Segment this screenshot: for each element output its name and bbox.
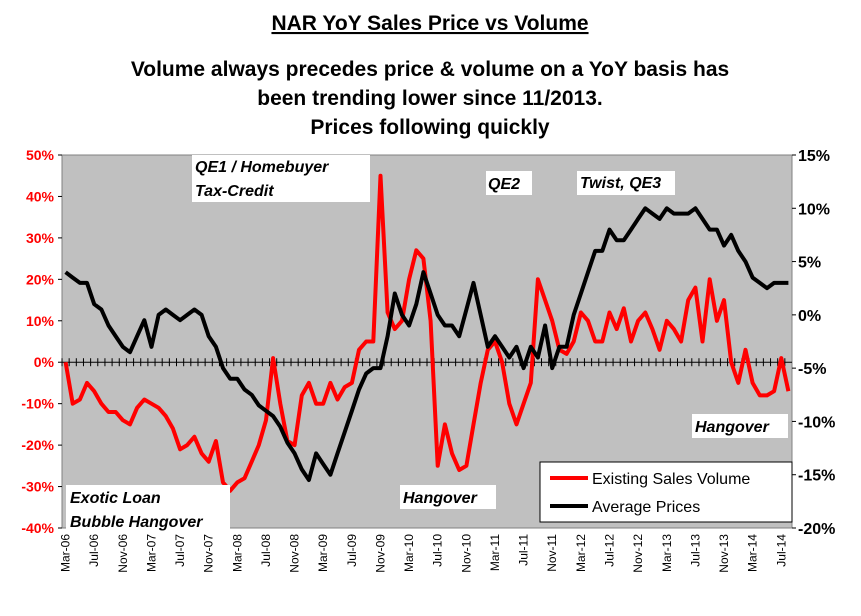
legend-label: Average Prices xyxy=(592,499,700,516)
series-line xyxy=(64,206,789,482)
x-tick-label: Jul-06 xyxy=(87,534,101,567)
y-tick-label: 20% xyxy=(26,271,55,287)
x-tick-label: Nov-12 xyxy=(631,534,645,573)
x-tick-label: Jul-11 xyxy=(517,534,531,566)
x-tick-label: Jul-14 xyxy=(774,534,788,567)
y-tick-label: -30% xyxy=(21,479,54,495)
legend-box xyxy=(539,461,793,523)
x-tick-label: Mar-14 xyxy=(746,534,760,572)
y2-tick-label: -10% xyxy=(798,414,835,431)
x-tick-label: Mar-08 xyxy=(230,534,244,572)
subtitle: Prices following quickly xyxy=(310,116,550,139)
subtitle: Volume always precedes price & volume on… xyxy=(131,58,729,81)
annotation-box xyxy=(400,485,496,509)
annotation-box xyxy=(192,155,370,202)
y2-tick-label: -5% xyxy=(798,361,826,378)
x-tick-label: Mar-12 xyxy=(574,534,588,572)
annotation: QE1 / Homebuyer xyxy=(195,159,329,176)
x-tick-label: Mar-09 xyxy=(316,534,330,572)
y-tick-label: -40% xyxy=(21,520,54,536)
annotation-box xyxy=(577,171,675,195)
y-tick-label: 10% xyxy=(26,313,55,329)
subtitle: been trending lower since 11/2013. xyxy=(257,87,602,110)
x-tick-label: Mar-06 xyxy=(59,534,73,572)
legend-label: Existing Sales Volume xyxy=(592,471,750,488)
x-tick-label: Mar-07 xyxy=(144,534,158,572)
y2-tick-label: 0% xyxy=(798,308,821,325)
series-line xyxy=(63,173,791,493)
y-tick-label: 30% xyxy=(26,230,55,246)
y-tick-label: 40% xyxy=(26,188,55,204)
y-tick-label: 50% xyxy=(26,147,55,163)
x-tick-label: Nov-09 xyxy=(373,534,387,573)
x-tick-label: Mar-11 xyxy=(488,534,502,571)
x-tick-label: Nov-08 xyxy=(288,534,302,573)
annotation-box xyxy=(692,414,788,438)
x-tick-label: Nov-07 xyxy=(202,534,216,573)
x-tick-label: Mar-10 xyxy=(402,534,416,572)
annotation: Tax-Credit xyxy=(195,183,274,200)
chart-title: NAR YoY Sales Price vs Volume xyxy=(271,12,588,35)
y2-tick-label: 15% xyxy=(798,148,830,165)
annotation: Hangover xyxy=(695,419,770,436)
x-tick-label: Jul-13 xyxy=(688,534,702,567)
annotation: Bubble Hangover xyxy=(70,514,203,531)
x-tick-label: Jul-10 xyxy=(431,534,445,567)
y2-tick-label: -15% xyxy=(798,468,835,485)
x-tick-label: Jul-08 xyxy=(259,534,273,567)
x-tick-label: Jul-09 xyxy=(345,534,359,567)
annotation: Exotic Loan xyxy=(70,490,161,507)
annotation: Hangover xyxy=(403,490,478,507)
y2-tick-label: -20% xyxy=(798,521,835,538)
x-tick-label: Mar-13 xyxy=(660,534,674,572)
x-tick-label: Jul-07 xyxy=(173,534,187,567)
x-tick-label: Nov-11 xyxy=(545,534,559,572)
x-tick-label: Nov-13 xyxy=(717,534,731,573)
x-tick-label: Nov-06 xyxy=(116,534,130,573)
y-tick-label: -10% xyxy=(21,396,54,412)
annotation: QE2 xyxy=(488,176,520,193)
y-tick-label: -20% xyxy=(21,437,54,453)
y2-tick-label: 5% xyxy=(798,255,821,272)
x-tick-label: Jul-12 xyxy=(603,534,617,567)
x-tick-label: Nov-10 xyxy=(459,534,473,573)
annotation-box xyxy=(66,485,230,533)
y2-tick-label: 10% xyxy=(798,201,830,218)
annotation: Twist, QE3 xyxy=(580,175,661,192)
annotation-box xyxy=(486,171,532,195)
y-tick-label: 0% xyxy=(34,354,55,370)
